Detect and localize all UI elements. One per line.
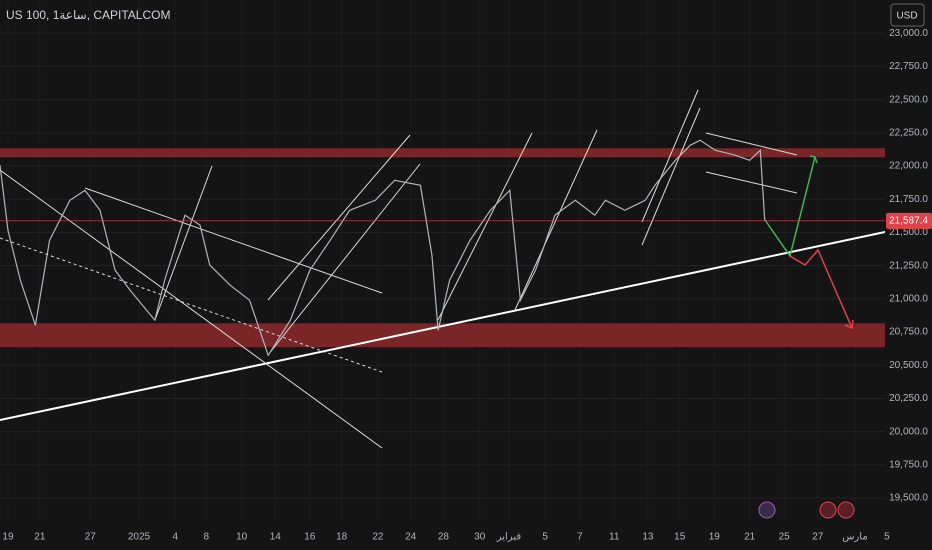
x-tick-label: 27 <box>812 532 824 543</box>
support-line <box>0 231 886 421</box>
x-tick-label: 13 <box>642 532 654 543</box>
y-tick-label: 22,000.0 <box>889 161 928 172</box>
channel-line <box>514 129 598 311</box>
y-tick-label: 21,500.0 <box>889 227 928 238</box>
forecast-down <box>789 248 853 329</box>
zone <box>0 148 885 158</box>
channel-line <box>641 89 699 223</box>
x-tick-label: 22 <box>372 532 384 543</box>
time-axis <box>0 522 932 550</box>
trend-line <box>0 169 383 449</box>
trend-line <box>84 187 383 294</box>
event-icon[interactable] <box>837 501 855 519</box>
x-tick-label: 18 <box>336 532 348 543</box>
arrow-head <box>809 155 818 164</box>
x-tick-label: 10 <box>236 532 248 543</box>
x-tick-label: 14 <box>270 532 282 543</box>
price-axis <box>885 0 932 522</box>
x-tick-label: 25 <box>779 532 791 543</box>
currency-button[interactable] <box>890 3 925 27</box>
x-tick-label: 15 <box>674 532 686 543</box>
y-tick-label: 20,500.0 <box>889 360 928 371</box>
y-tick-label: 20,250.0 <box>889 393 928 404</box>
channel-line <box>641 107 701 246</box>
x-tick-label: فبراير <box>496 532 522 543</box>
channel-line <box>154 165 213 321</box>
x-tick-label: 4 <box>172 532 178 543</box>
x-tick-label: 8 <box>203 532 209 543</box>
event-icon[interactable] <box>819 501 837 519</box>
y-tick-label: 21,000.0 <box>889 293 928 304</box>
forecast-up <box>764 156 816 258</box>
x-tick-label: 19 <box>2 532 14 543</box>
y-tick-label: 20,750.0 <box>889 327 928 338</box>
x-tick-label: 21 <box>744 532 756 543</box>
last-price-box <box>886 212 932 229</box>
x-tick-label: 2025 <box>128 532 151 543</box>
x-tick-label: 21 <box>34 532 46 543</box>
channel-line <box>267 163 421 356</box>
drawings <box>0 89 886 449</box>
event-icon[interactable] <box>758 501 776 519</box>
x-tick-label: 5 <box>542 532 548 543</box>
price-line <box>0 139 766 357</box>
x-tick-label: 27 <box>85 532 97 543</box>
y-tick-label: 19,750.0 <box>889 460 928 471</box>
channel-line <box>705 171 798 194</box>
y-tick-label: 22,750.0 <box>889 61 928 72</box>
trend-line <box>0 237 383 373</box>
zone <box>0 323 885 348</box>
y-tick-label: 21,250.0 <box>889 260 928 271</box>
x-tick-label: 16 <box>304 532 316 543</box>
channel-line <box>437 132 533 321</box>
x-tick-label: 11 <box>609 532 620 543</box>
arrow-head <box>844 319 854 330</box>
x-tick-label: 19 <box>709 532 721 543</box>
last-price-label: 21,587.4 <box>889 215 928 226</box>
x-tick-label: 7 <box>577 532 583 543</box>
y-tick-label: 22,250.0 <box>889 127 928 138</box>
x-tick-label: 5 <box>884 532 890 543</box>
channel-line <box>267 134 411 301</box>
x-tick-label: 24 <box>405 532 417 543</box>
y-tick-label: 22,500.0 <box>889 94 928 105</box>
currency-button-label[interactable]: USD <box>896 11 917 22</box>
x-tick-label: 30 <box>474 532 486 543</box>
y-tick-label: 23,000.0 <box>889 28 928 39</box>
x-tick-label: مارس <box>842 532 867 543</box>
y-tick-label: 19,500.0 <box>889 493 928 504</box>
chart-title: US 100, 1ساعة, CAPITALCOM <box>6 8 170 22</box>
x-tick-label: 28 <box>438 532 450 543</box>
y-tick-label: 21,750.0 <box>889 194 928 205</box>
y-tick-label: 20,000.0 <box>889 426 928 437</box>
channel-line <box>705 132 798 156</box>
